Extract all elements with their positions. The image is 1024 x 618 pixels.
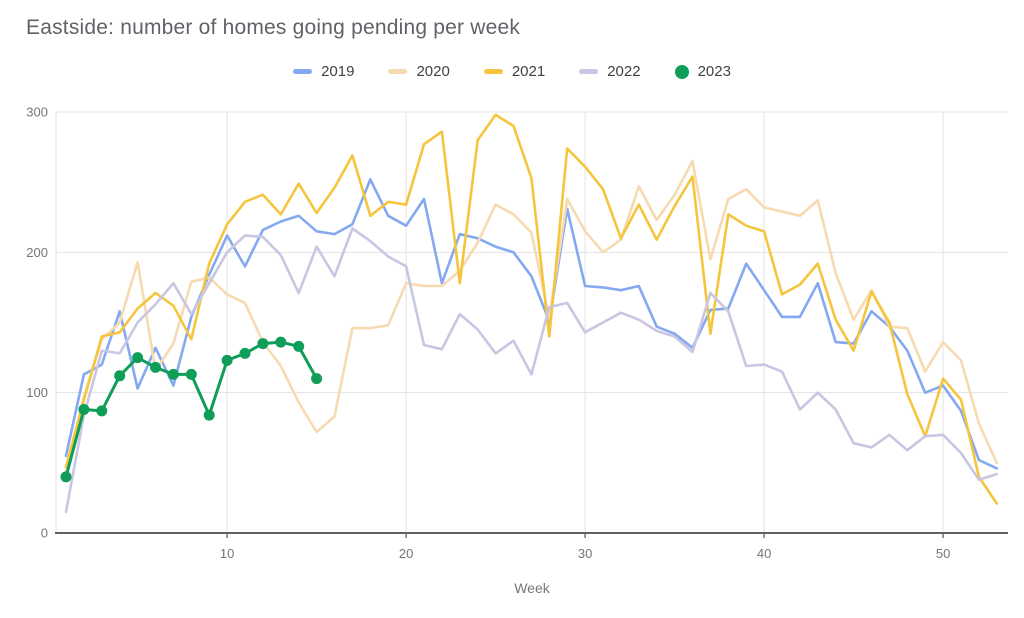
series-2020-line [64,159,999,472]
legend-label: 2019 [321,63,355,80]
legend-item-2020: 2020 [388,63,450,80]
y-tick-label-300: 300 [26,105,48,120]
series-2023-point-week-3 [96,405,108,417]
legend-swatch-2019 [293,69,313,74]
y-tick-label-100: 100 [26,385,48,400]
series-2023-point-week-14 [293,340,305,352]
series-2023-point-week-12 [257,338,269,350]
x-tick-label-30: 30 [578,546,592,561]
series-2023-point-week-9 [203,409,215,421]
x-tick-label-10: 10 [220,546,234,561]
chart-legend: 2019 2020 2021 2022 2023 [0,63,1024,80]
legend-label: 2022 [607,63,641,80]
legend-label: 2020 [416,63,450,80]
y-tick-label-0: 0 [41,526,48,541]
legend-item-2019: 2019 [293,63,354,80]
legend-label: 2021 [511,63,546,80]
series-2023-point-week-2 [78,404,90,415]
x-tick-label-20: 20 [399,546,413,561]
series-2023-point-week-8 [185,368,197,380]
series-2019-line [64,178,999,470]
x-tick-label-50: 50 [936,546,950,561]
legend-item-2022: 2022 [579,63,641,80]
series-2023-point-week-6 [150,361,161,373]
legend-item-2021: 2021 [483,63,546,80]
legend-label: 2023 [697,63,731,80]
legend-swatch-2023 [674,64,689,79]
y-tick-label-200: 200 [26,245,48,260]
series-2023-point-week-4 [114,370,126,382]
series-2023-point-week-1 [60,471,72,483]
legend-item-2023: 2023 [674,63,731,80]
series-2023-point-week-15 [311,373,323,385]
legend-swatch-2022 [579,69,599,74]
series-2023-point-week-11 [239,347,251,359]
series-2022-line [64,227,999,514]
x-axis-title: Week [514,580,550,596]
series-2023-point-week-7 [167,368,179,380]
chart-title: Eastside: number of homes going pending … [26,16,521,39]
legend-swatch-2020 [388,69,408,74]
series-2021-line [64,113,999,505]
x-tick-label-40: 40 [757,546,771,561]
series-2023-point-week-10 [221,354,233,366]
legend-swatch-2021 [483,69,503,74]
series-2023-point-week-5 [132,352,144,364]
series-2023-point-week-13 [275,336,287,348]
